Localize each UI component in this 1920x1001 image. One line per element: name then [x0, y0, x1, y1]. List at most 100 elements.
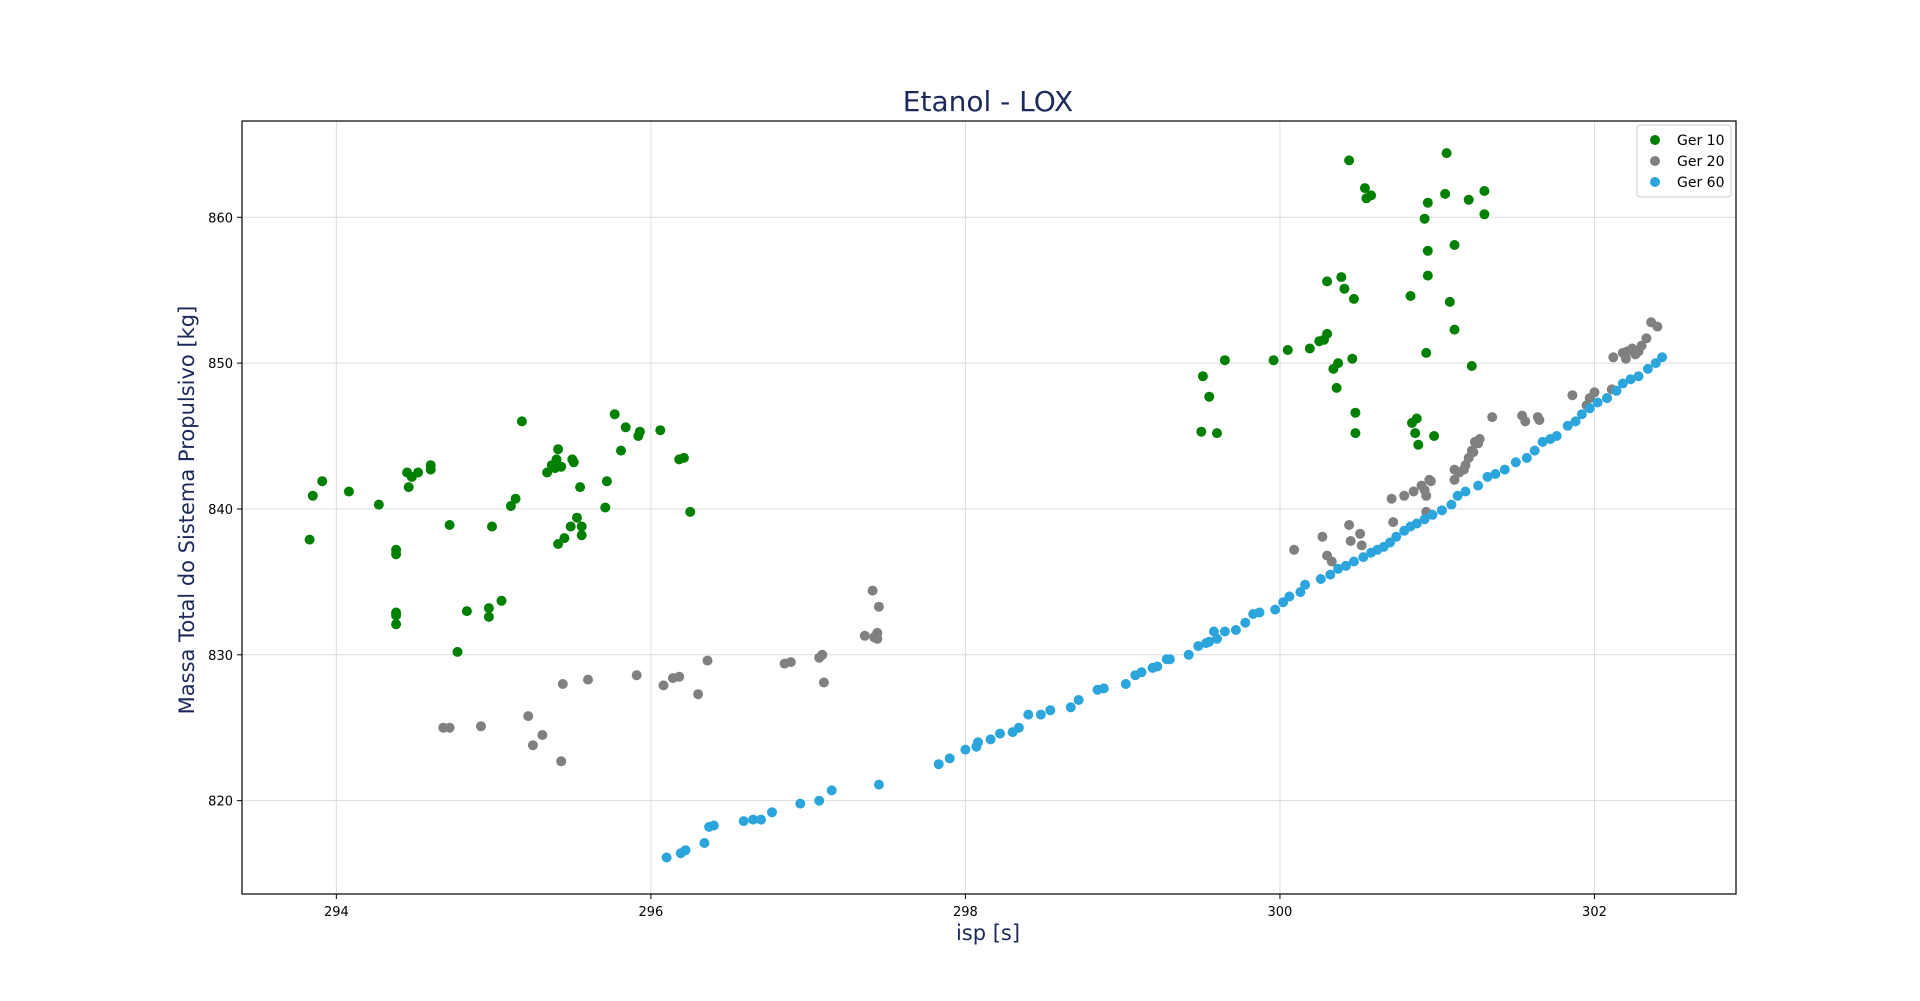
- data-point: [1608, 352, 1619, 363]
- data-point: [452, 646, 463, 657]
- data-point: [1219, 626, 1230, 637]
- data-point: [1510, 457, 1521, 468]
- data-point: [483, 611, 494, 622]
- legend-box: [1636, 124, 1732, 198]
- data-point: [631, 670, 642, 681]
- data-point: [1230, 625, 1241, 635]
- data-point: [1268, 355, 1279, 366]
- data-point: [1466, 361, 1477, 371]
- data-point: [1429, 431, 1440, 441]
- data-point: [1240, 617, 1251, 628]
- data-point: [537, 730, 548, 740]
- y-tick-label: 840: [208, 503, 233, 518]
- axis-ticks: 294 296 298 300 302 820 830 840 850 860: [208, 211, 1607, 920]
- data-point: [576, 530, 587, 541]
- legend: Ger 10 Ger 20 Ger 60: [1636, 124, 1732, 198]
- data-point: [1212, 633, 1222, 644]
- data-point: [1073, 695, 1084, 705]
- data-point: [1333, 358, 1344, 369]
- data-point: [1633, 371, 1644, 382]
- legend-marker: [1650, 156, 1660, 166]
- data-point: [1348, 293, 1359, 304]
- data-point: [542, 467, 553, 478]
- data-point: [1410, 428, 1421, 439]
- data-point: [1219, 355, 1230, 366]
- data-point: [1197, 371, 1208, 382]
- data-point: [1499, 464, 1510, 475]
- data-point: [1295, 587, 1306, 598]
- data-point: [568, 457, 579, 468]
- data-point: [391, 549, 402, 560]
- data-point: [576, 521, 587, 532]
- data-point: [767, 807, 777, 818]
- data-point: [1474, 434, 1485, 444]
- data-point: [1399, 490, 1410, 501]
- data-point: [1317, 531, 1328, 542]
- data-point: [1391, 531, 1402, 542]
- data-point: [1405, 291, 1416, 301]
- data-point: [1348, 556, 1359, 567]
- y-axis-label: Massa Total do Sistema Propulsivo [kg]: [175, 306, 199, 715]
- data-point: [425, 464, 436, 475]
- data-point: [1444, 296, 1455, 307]
- data-point: [1611, 385, 1622, 396]
- data-point: [553, 444, 564, 455]
- data-point: [1164, 654, 1175, 665]
- data-point: [818, 677, 829, 688]
- data-point: [1388, 517, 1399, 528]
- data-point: [1358, 552, 1369, 563]
- data-point: [496, 595, 507, 606]
- data-point: [1120, 679, 1131, 689]
- data-point: [748, 814, 759, 825]
- x-tick-label: 300: [1268, 905, 1293, 920]
- legend-label: Ger 10: [1677, 133, 1724, 149]
- data-point: [1521, 452, 1532, 463]
- data-point: [1422, 245, 1433, 256]
- data-point: [1463, 194, 1474, 205]
- data-point: [1421, 347, 1432, 358]
- data-point: [1479, 186, 1490, 196]
- data-point: [1460, 486, 1471, 497]
- data-point: [1520, 416, 1531, 427]
- data-point: [1441, 148, 1452, 159]
- data-point: [944, 753, 955, 764]
- data-point: [1013, 722, 1024, 733]
- data-point: [373, 499, 384, 510]
- data-point: [1570, 416, 1581, 427]
- data-point: [1449, 324, 1460, 335]
- data-point: [1045, 705, 1056, 716]
- y-tick-label: 850: [208, 357, 233, 372]
- data-point: [1487, 412, 1498, 423]
- data-point: [1427, 509, 1438, 520]
- data-point: [1347, 353, 1358, 364]
- data-point: [826, 785, 837, 796]
- data-point: [1440, 188, 1451, 199]
- data-point: [1322, 276, 1333, 287]
- data-point: [1592, 397, 1603, 408]
- data-point: [1136, 667, 1147, 678]
- data-point: [1278, 597, 1289, 608]
- data-point: [738, 816, 749, 827]
- data-point: [685, 506, 696, 517]
- data-point: [1315, 574, 1326, 584]
- data-point: [1325, 569, 1336, 580]
- data-point: [1562, 420, 1573, 431]
- data-point: [1490, 469, 1501, 479]
- data-point: [616, 445, 626, 456]
- data-point: [1355, 528, 1366, 539]
- data-point: [634, 426, 645, 437]
- data-point: [1300, 579, 1311, 590]
- data-point: [1479, 209, 1490, 220]
- data-points: [304, 148, 1668, 863]
- data-point: [1436, 505, 1447, 516]
- data-point: [1657, 352, 1668, 363]
- data-point: [1625, 374, 1636, 385]
- data-point: [551, 454, 562, 465]
- legend-marker: [1650, 177, 1660, 187]
- data-point: [867, 585, 878, 596]
- data-point: [655, 425, 666, 436]
- data-point: [1212, 428, 1222, 439]
- data-point: [1284, 591, 1295, 602]
- data-point: [1345, 536, 1356, 546]
